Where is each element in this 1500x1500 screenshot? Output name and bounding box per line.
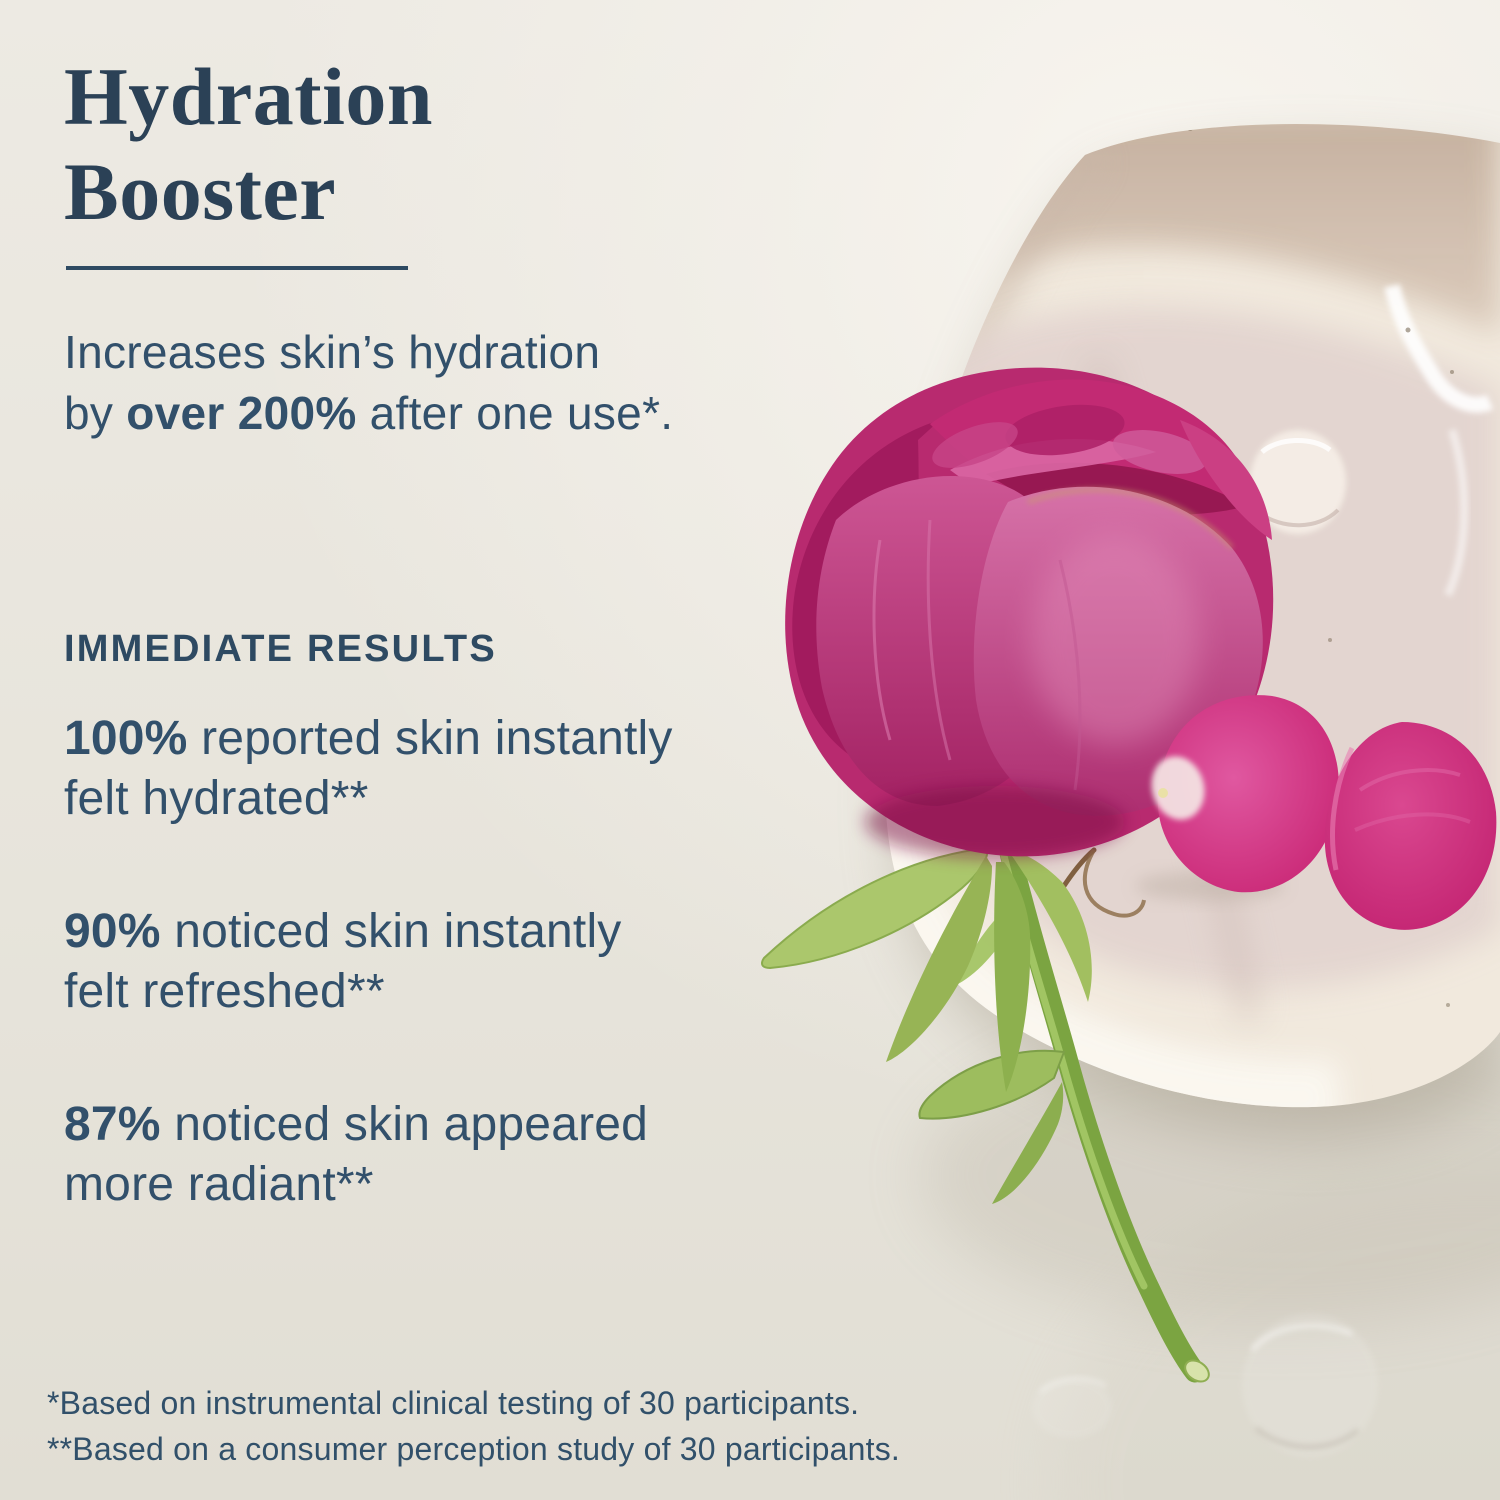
claim-line-2-post: after one use*.: [356, 387, 674, 439]
page-title: Hydration Booster: [64, 49, 433, 239]
stat-line-1: 100% reported skin instantly: [64, 709, 824, 769]
title-divider: [66, 266, 408, 270]
stat-text: reported skin instantly: [187, 712, 673, 765]
claim-text: Increases skin’s hydration by over 200% …: [64, 322, 824, 444]
stat-text: noticed skin instantly: [160, 905, 622, 958]
claim-line-1: Increases skin’s hydration: [64, 326, 601, 378]
footnote-2: **Based on a consumer perception study o…: [47, 1431, 900, 1467]
stat-line-1: 90% noticed skin instantly: [64, 902, 824, 962]
stat-line-2: felt refreshed**: [64, 965, 385, 1018]
claim-line-2-pre: by: [64, 387, 127, 439]
water-streak: [1032, 1313, 1378, 1457]
stat-hydrated: 100% reported skin instantly felt hydrat…: [64, 709, 824, 829]
rose-flower: [785, 367, 1274, 858]
loose-petal-right: [1324, 722, 1497, 930]
stat-refreshed: 90% noticed skin instantly felt refreshe…: [64, 902, 824, 1022]
loose-petal-left: [1135, 695, 1339, 901]
title-line-1: Hydration: [64, 51, 433, 142]
title-line-2: Booster: [64, 146, 337, 237]
stat-line-2: felt hydrated**: [64, 772, 369, 825]
stat-line-1: 87% noticed skin appeared: [64, 1095, 824, 1155]
stat-radiant: 87% noticed skin appeared more radiant**: [64, 1095, 824, 1215]
water-droplet: [1250, 430, 1346, 534]
stat-text: noticed skin appeared: [160, 1098, 649, 1151]
rose-sepals: [761, 846, 1092, 1092]
stat-line-2: more radiant**: [64, 1158, 374, 1211]
footnote-1: *Based on instrumental clinical testing …: [47, 1385, 860, 1421]
stat-value: 87%: [64, 1098, 161, 1151]
results-heading: IMMEDIATE RESULTS: [64, 628, 497, 670]
stat-value: 90%: [64, 905, 161, 958]
footnotes: *Based on instrumental clinical testing …: [47, 1380, 900, 1472]
claim-bold-stat: over 200%: [126, 387, 357, 439]
stat-value: 100%: [64, 712, 188, 765]
